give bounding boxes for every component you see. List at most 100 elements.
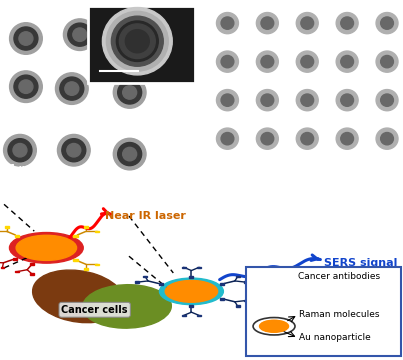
Circle shape — [221, 17, 234, 29]
Circle shape — [174, 284, 206, 297]
Circle shape — [221, 132, 234, 145]
Text: SERS signal: SERS signal — [324, 258, 398, 268]
Circle shape — [261, 55, 274, 68]
Circle shape — [296, 90, 318, 111]
Circle shape — [381, 17, 393, 29]
Circle shape — [167, 281, 216, 301]
Circle shape — [341, 132, 353, 145]
Circle shape — [184, 288, 194, 293]
Circle shape — [296, 51, 318, 72]
Circle shape — [25, 239, 65, 256]
Circle shape — [67, 144, 81, 157]
Circle shape — [56, 73, 88, 104]
Circle shape — [301, 132, 314, 145]
Circle shape — [221, 55, 234, 68]
Circle shape — [160, 278, 223, 305]
Circle shape — [301, 94, 314, 106]
Circle shape — [37, 244, 50, 249]
Ellipse shape — [33, 270, 125, 323]
Circle shape — [116, 21, 158, 62]
Circle shape — [113, 77, 146, 108]
Text: Near IR laser: Near IR laser — [105, 211, 185, 221]
Circle shape — [10, 233, 83, 263]
Circle shape — [123, 147, 137, 161]
Circle shape — [216, 51, 239, 72]
Circle shape — [19, 32, 33, 45]
Circle shape — [376, 51, 398, 72]
Circle shape — [260, 320, 289, 332]
Circle shape — [168, 282, 214, 301]
Circle shape — [265, 323, 282, 330]
Circle shape — [13, 144, 27, 157]
Circle shape — [21, 238, 70, 258]
Circle shape — [60, 77, 84, 100]
Circle shape — [268, 324, 278, 328]
Text: Raman molecules: Raman molecules — [299, 310, 380, 319]
Circle shape — [262, 321, 285, 331]
Circle shape — [256, 90, 278, 111]
Circle shape — [260, 321, 287, 332]
Circle shape — [264, 322, 283, 330]
Circle shape — [187, 290, 190, 291]
Text: Cancer antibodies: Cancer antibodies — [298, 273, 380, 282]
Circle shape — [113, 138, 146, 170]
Circle shape — [270, 325, 274, 327]
Circle shape — [296, 128, 318, 149]
Circle shape — [68, 23, 92, 46]
Circle shape — [171, 283, 210, 299]
Circle shape — [125, 30, 149, 53]
Circle shape — [261, 321, 287, 332]
Circle shape — [182, 288, 196, 294]
Circle shape — [65, 82, 79, 95]
Circle shape — [376, 90, 398, 111]
Ellipse shape — [83, 285, 171, 328]
Circle shape — [376, 128, 398, 149]
Circle shape — [4, 134, 36, 166]
Circle shape — [23, 238, 68, 257]
Circle shape — [381, 55, 393, 68]
Circle shape — [106, 12, 168, 71]
FancyBboxPatch shape — [246, 267, 401, 356]
Circle shape — [62, 139, 86, 162]
Circle shape — [261, 17, 274, 29]
Circle shape — [73, 28, 87, 41]
Circle shape — [19, 80, 33, 93]
Circle shape — [381, 132, 393, 145]
Circle shape — [8, 139, 32, 162]
Circle shape — [381, 94, 393, 106]
Circle shape — [16, 235, 77, 260]
Circle shape — [118, 143, 141, 166]
Circle shape — [34, 243, 54, 251]
Circle shape — [266, 323, 280, 329]
Circle shape — [256, 128, 278, 149]
Circle shape — [178, 286, 202, 296]
Circle shape — [170, 283, 212, 300]
Text: Au nanoparticle: Au nanoparticle — [299, 333, 371, 342]
Circle shape — [102, 8, 172, 75]
Circle shape — [14, 75, 38, 98]
Circle shape — [123, 86, 137, 99]
Circle shape — [10, 71, 42, 103]
Circle shape — [181, 287, 198, 294]
Circle shape — [41, 246, 45, 248]
Circle shape — [263, 322, 284, 330]
Circle shape — [179, 287, 200, 295]
Circle shape — [63, 19, 96, 50]
Circle shape — [256, 51, 278, 72]
Circle shape — [272, 325, 273, 326]
Circle shape — [111, 16, 163, 66]
Circle shape — [256, 13, 278, 34]
Text: 1 μm: 1 μm — [10, 165, 33, 174]
Circle shape — [341, 17, 353, 29]
Circle shape — [176, 285, 204, 297]
Circle shape — [20, 237, 72, 258]
Circle shape — [30, 242, 58, 253]
Circle shape — [58, 134, 90, 166]
Bar — [88, 6, 195, 83]
Circle shape — [216, 90, 239, 111]
Circle shape — [216, 13, 239, 34]
Circle shape — [261, 132, 274, 145]
Circle shape — [336, 90, 358, 111]
Circle shape — [10, 23, 42, 54]
Circle shape — [27, 240, 63, 255]
